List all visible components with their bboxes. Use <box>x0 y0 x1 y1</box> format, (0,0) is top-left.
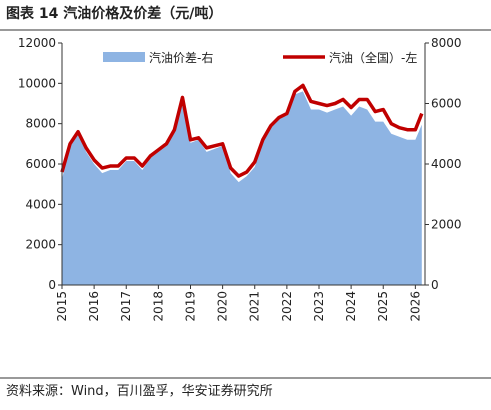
y-tick-label: 12000 <box>18 36 56 50</box>
legend-label: 汽油价差-右 <box>149 50 213 65</box>
x-tick-label: 2026 <box>408 291 422 322</box>
y-tick-label: 4000 <box>25 197 56 211</box>
area <box>62 91 422 286</box>
y2-tick-label: 8000 <box>431 36 462 50</box>
x-tick-label: 2020 <box>216 291 230 322</box>
line <box>60 83 424 178</box>
y2-tick-label: 6000 <box>431 97 462 111</box>
x-tick-label: 2023 <box>312 291 326 322</box>
y-tick-label: 6000 <box>25 157 56 171</box>
x-tick-label: 2015 <box>55 291 69 322</box>
y-tick-label: 0 <box>48 278 56 292</box>
x-tick-label: 2017 <box>119 291 133 322</box>
x-tick-label: 2024 <box>344 291 358 322</box>
x-tick-label: 2019 <box>183 291 197 322</box>
y-tick-label: 2000 <box>25 238 56 252</box>
y2-tick-label: 0 <box>431 278 439 292</box>
y2-tick-label: 2000 <box>431 218 462 232</box>
y-tick-label: 10000 <box>18 76 56 90</box>
legend-swatch <box>103 52 145 62</box>
y-tick-label: 8000 <box>25 117 56 131</box>
x-tick-label: 2016 <box>87 291 101 322</box>
x-tick-label: 2025 <box>376 291 390 322</box>
x-tick-label: 2022 <box>280 291 294 322</box>
x-tick-label: 2021 <box>248 291 262 322</box>
y2-tick-label: 4000 <box>431 157 462 171</box>
x-tick-label: 2018 <box>151 291 165 322</box>
legend-label: 汽油（全国）-左 <box>329 50 417 65</box>
source: 资料来源：Wind，百川盈孚，华安证券研究所 <box>6 383 273 399</box>
chart-title: 图表 14 汽油价格及价差（元/吨） <box>6 5 222 22</box>
